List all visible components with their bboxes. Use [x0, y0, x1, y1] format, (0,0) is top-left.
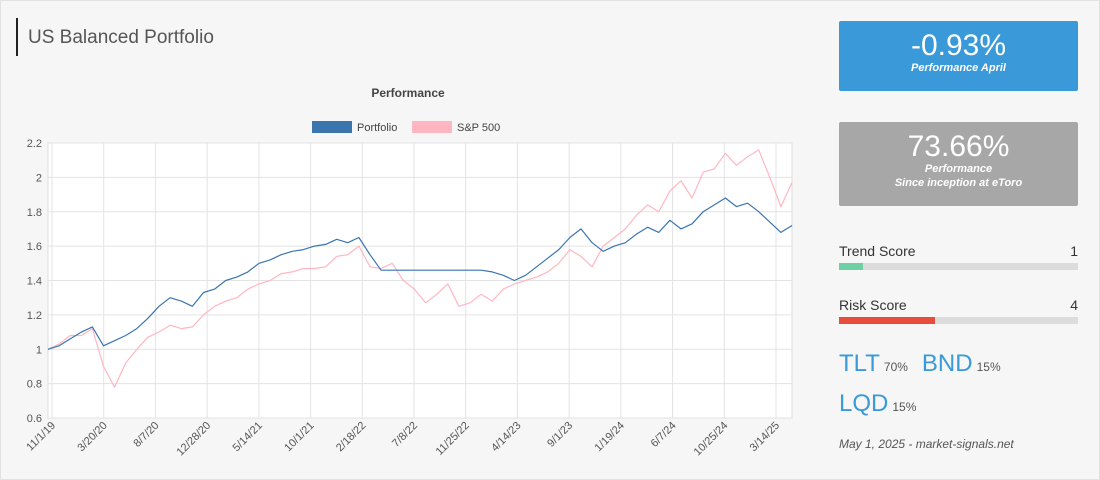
allocation-ticker: BND [921, 350, 973, 377]
x-tick-label: 10/1/21 [282, 420, 316, 454]
x-tick-label: 10/25/24 [692, 420, 731, 459]
trend-score-fill [839, 263, 863, 270]
trend-score-row: Trend Score 1 [839, 243, 1078, 259]
legend-label: S&P 500 [457, 122, 500, 134]
footer-date-source: May 1, 2025 - market-signals.net [839, 437, 1014, 451]
risk-score-row: Risk Score 4 [839, 297, 1078, 313]
y-tick-label: 0.6 [27, 413, 42, 425]
trend-score-bar [839, 263, 1078, 270]
chart-grid [47, 142, 793, 419]
performance-april-value: -0.93% [910, 29, 1007, 62]
x-tick-label: 7/8/22 [390, 420, 420, 450]
legend-label: Portfolio [357, 122, 397, 134]
performance-april-label: Performance April [911, 62, 1006, 74]
x-tick-label: 5/14/21 [231, 420, 265, 454]
x-tick-label: 9/1/23 [545, 420, 575, 450]
allocation-pct: 15% [976, 360, 1001, 374]
chart-series [47, 149, 793, 388]
trend-score-value: 1 [1070, 243, 1078, 259]
allocation-ticker: TLT [839, 350, 880, 377]
x-tick-label: 2/18/22 [334, 420, 368, 454]
performance-inception-value: 73.66% [907, 130, 1010, 163]
chart-title: Performance [371, 86, 445, 100]
allocation-pct: 70% [883, 360, 908, 374]
y-tick-label: 0.8 [27, 379, 42, 391]
risk-score-fill [839, 317, 935, 324]
risk-score-bar [839, 317, 1078, 324]
risk-score-value: 4 [1070, 297, 1078, 313]
legend-swatch [312, 121, 352, 133]
series-line-portfolio [47, 197, 793, 350]
y-tick-label: 2.2 [27, 138, 42, 150]
allocation-ticker: LQD [839, 390, 889, 417]
x-tick-label: 12/28/20 [174, 420, 213, 459]
y-tick-label: 1.2 [27, 310, 42, 322]
chart-legend: Portfolio S&P 500 [312, 121, 500, 134]
performance-inception-card: 73.66% Performance Since inception at eT… [839, 122, 1078, 206]
allocation-row-2: LQD 15% [839, 390, 930, 418]
allocation-row-1: TLT 70% BND 15% [839, 350, 1015, 378]
x-tick-label: 3/14/25 [748, 420, 782, 454]
allocation-pct: 15% [892, 400, 917, 414]
y-tick-label: 1.8 [27, 207, 42, 219]
trend-score-label: Trend Score [839, 243, 916, 259]
series-line-sp500 [47, 149, 793, 388]
x-tick-label: 4/14/23 [489, 420, 523, 454]
risk-score-label: Risk Score [839, 297, 907, 313]
y-tick-label: 1 [36, 344, 42, 356]
performance-april-card: -0.93% Performance April [839, 21, 1078, 91]
x-tick-label: 3/20/20 [75, 420, 109, 454]
y-tick-label: 2 [36, 172, 42, 184]
y-tick-label: 1.6 [27, 241, 42, 253]
y-tick-label: 1.4 [27, 276, 42, 288]
page-title-text: US Balanced Portfolio [28, 27, 214, 48]
performance-chart: 2.221.81.61.41.210.80.611/1/19 3/20/20 8/7… [24, 121, 793, 459]
performance-inception-sublabel: Since inception at eToro [894, 177, 1023, 189]
performance-inception-label: Performance [924, 163, 993, 175]
page-title: US Balanced Portfolio [16, 18, 214, 56]
legend-swatch [412, 121, 452, 133]
x-tick-label: 8/7/20 [131, 420, 161, 450]
x-tick-label: 1/19/24 [593, 420, 627, 454]
x-tick-label: 11/25/22 [434, 420, 472, 458]
x-tick-label: 6/7/24 [649, 420, 679, 450]
